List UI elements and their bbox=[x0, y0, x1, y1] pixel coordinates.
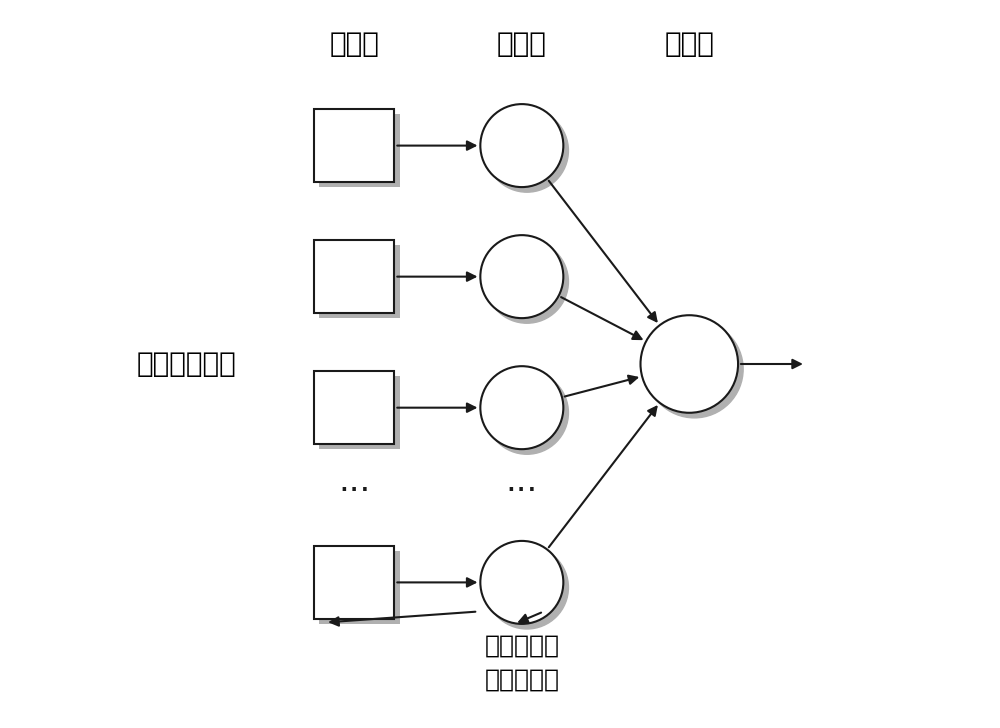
Text: 隐含层: 隐含层 bbox=[497, 30, 547, 58]
Circle shape bbox=[480, 366, 563, 449]
Circle shape bbox=[485, 240, 568, 323]
Circle shape bbox=[485, 546, 568, 629]
Text: 神经网络输入: 神经网络输入 bbox=[137, 350, 237, 378]
FancyBboxPatch shape bbox=[314, 546, 394, 619]
Circle shape bbox=[485, 109, 568, 192]
FancyBboxPatch shape bbox=[319, 245, 400, 318]
Circle shape bbox=[485, 371, 568, 454]
Circle shape bbox=[646, 320, 743, 418]
Text: 输入层: 输入层 bbox=[329, 30, 379, 58]
Text: 通过训练调
整连接权重: 通过训练调 整连接权重 bbox=[484, 634, 559, 691]
FancyBboxPatch shape bbox=[314, 371, 394, 444]
Circle shape bbox=[480, 235, 563, 318]
Text: ···: ··· bbox=[506, 475, 538, 508]
Circle shape bbox=[480, 541, 563, 624]
Circle shape bbox=[480, 104, 563, 187]
FancyBboxPatch shape bbox=[319, 376, 400, 449]
Circle shape bbox=[641, 315, 738, 413]
Text: 输出层: 输出层 bbox=[664, 30, 714, 58]
FancyBboxPatch shape bbox=[319, 551, 400, 624]
FancyBboxPatch shape bbox=[314, 240, 394, 313]
FancyBboxPatch shape bbox=[319, 114, 400, 187]
FancyBboxPatch shape bbox=[314, 109, 394, 182]
Text: ···: ··· bbox=[338, 475, 371, 508]
